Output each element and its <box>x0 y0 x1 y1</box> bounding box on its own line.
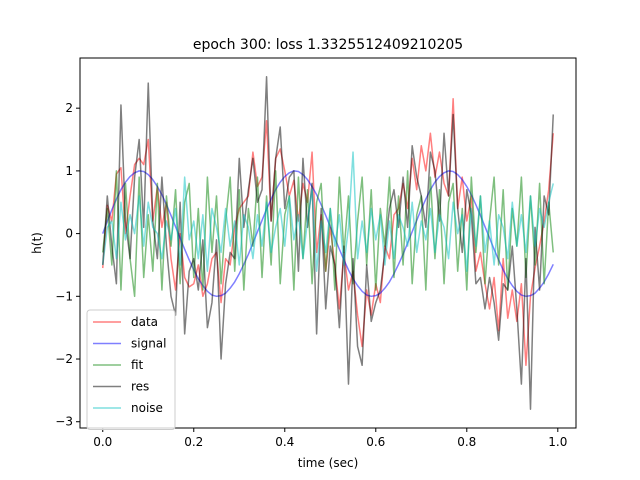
legend-label-signal: signal <box>131 337 167 351</box>
x-tick-label: 0.8 <box>457 435 476 449</box>
y-tick-label: −3 <box>55 415 73 429</box>
legend-label-noise: noise <box>131 401 163 415</box>
y-tick-label: 0 <box>65 227 73 241</box>
series-layer <box>102 76 554 410</box>
legend: data signal fit res noise <box>86 309 176 430</box>
x-tick-label: 0.4 <box>275 435 294 449</box>
x-axis-label: time (sec) <box>298 456 359 470</box>
chart-title: epoch 300: loss 1.3325512409210205 <box>193 37 463 53</box>
y-axis: −3 −2 −1 0 1 2 <box>55 101 80 429</box>
legend-label-fit: fit <box>131 358 144 372</box>
y-axis-label: h(t) <box>30 232 44 254</box>
x-tick-label: 0.2 <box>184 435 203 449</box>
x-tick-label: 0.0 <box>93 435 112 449</box>
plot-frame <box>79 57 577 429</box>
x-tick-label: 1.0 <box>548 435 567 449</box>
series-line-res <box>102 76 554 410</box>
legend-label-data: data <box>131 315 158 329</box>
series-line-noise <box>102 151 554 272</box>
y-tick-label: −2 <box>55 352 73 366</box>
x-tick-label: 0.6 <box>366 435 385 449</box>
legend-label-res: res <box>131 380 149 394</box>
legend-box <box>86 309 176 430</box>
y-tick-label: 1 <box>65 164 73 178</box>
y-tick-label: 2 <box>65 101 73 115</box>
y-tick-label: −1 <box>55 289 73 303</box>
